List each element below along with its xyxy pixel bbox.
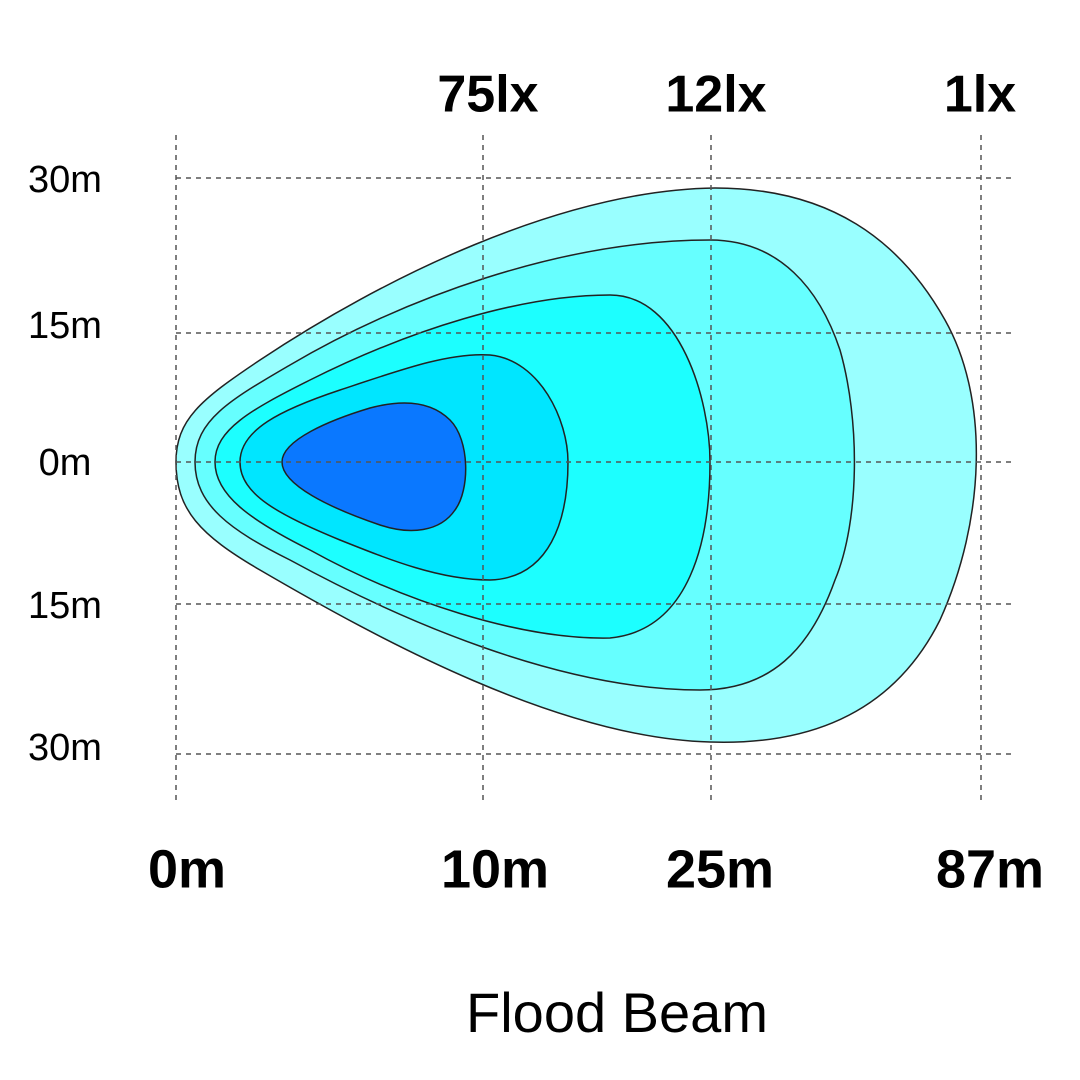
title: Flood Beam bbox=[466, 981, 768, 1044]
width-label: 30m bbox=[28, 727, 102, 769]
distance-label: 10m bbox=[441, 839, 549, 899]
contours bbox=[175, 187, 977, 743]
lux-label: 75lx bbox=[437, 66, 538, 124]
width-label: 15m bbox=[28, 585, 102, 627]
width-label: 0m bbox=[39, 442, 92, 484]
distance-label: 87m bbox=[936, 839, 1044, 899]
distance-label: 25m bbox=[666, 839, 774, 899]
lux-label: 1lx bbox=[944, 66, 1016, 124]
lux-label: 12lx bbox=[665, 66, 766, 124]
width-label: 15m bbox=[28, 305, 102, 347]
distance-label: 0m bbox=[148, 839, 226, 899]
contour-core bbox=[281, 402, 467, 532]
grid bbox=[175, 135, 1012, 805]
width-label: 30m bbox=[28, 159, 102, 201]
